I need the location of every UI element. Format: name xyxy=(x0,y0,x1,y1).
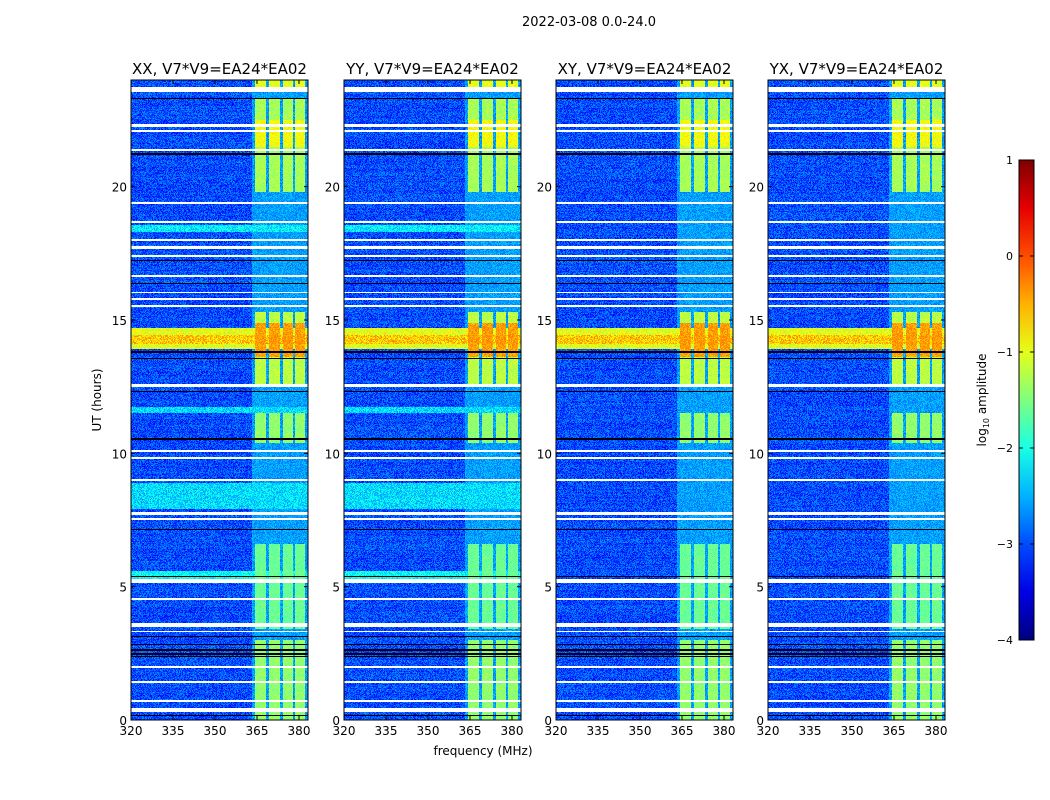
axes-frame xyxy=(343,79,522,721)
x-tick-label: 320 xyxy=(757,724,780,738)
y-tick-label: 20 xyxy=(537,181,552,195)
x-tick-label: 320 xyxy=(545,724,568,738)
y-tick-label: 15 xyxy=(112,314,127,328)
y-tick-label: 15 xyxy=(537,314,552,328)
panel-title: XY, V7*V9=EA24*EA02 xyxy=(558,60,732,78)
y-axis-label: UT (hours) xyxy=(90,368,104,431)
x-tick-label: 380 xyxy=(925,724,948,738)
y-tick-label: 5 xyxy=(756,581,764,595)
waterfall-heatmap-xx xyxy=(131,80,308,720)
colorbar-tick-label: −2 xyxy=(997,442,1013,455)
x-tick-label: 335 xyxy=(799,724,822,738)
figure-title: 2022-03-08 0.0-24.0 xyxy=(522,15,656,30)
colorbar-tick-label: 0 xyxy=(1006,250,1013,263)
colorbar-tick-label: −3 xyxy=(997,538,1013,551)
x-tick-label: 380 xyxy=(713,724,736,738)
axes-frame xyxy=(555,79,734,721)
waterfall-heatmap-yx xyxy=(768,80,945,720)
x-tick-label: 365 xyxy=(459,724,482,738)
x-tick-label: 350 xyxy=(629,724,652,738)
colorbar-label: log10 amplitude xyxy=(975,354,991,447)
x-tick-label: 380 xyxy=(288,724,311,738)
waterfall-heatmap-xy xyxy=(556,80,733,720)
y-tick-label: 10 xyxy=(112,447,127,461)
x-tick-label: 335 xyxy=(375,724,398,738)
y-tick-label: 20 xyxy=(112,181,127,195)
x-tick-label: 350 xyxy=(841,724,864,738)
y-tick-label: 5 xyxy=(332,581,340,595)
panel-title: YX, V7*V9=EA24*EA02 xyxy=(769,60,944,78)
x-tick-label: 320 xyxy=(333,724,356,738)
panel-1: XX, V7*V9=EA24*EA02 320 335 350 365 380 0 5 10 15… xyxy=(112,60,311,738)
panel-title: XX, V7*V9=EA24*EA02 xyxy=(132,60,307,78)
y-tick-label: 20 xyxy=(749,181,764,195)
panel-4: YX, V7*V9=EA24*EA02 320 335 350 365 380 0 5 10 15… xyxy=(749,60,948,738)
y-tick-label: 10 xyxy=(325,447,340,461)
x-tick-label: 350 xyxy=(204,724,227,738)
y-tick-label: 5 xyxy=(119,581,127,595)
colorbar-tick-label: −1 xyxy=(997,346,1013,359)
axes-frame xyxy=(130,79,309,721)
x-tick-label: 350 xyxy=(417,724,440,738)
x-tick-label: 365 xyxy=(671,724,694,738)
x-axis-label: frequency (MHz) xyxy=(433,744,532,758)
x-tick-label: 335 xyxy=(162,724,185,738)
x-tick-label: 365 xyxy=(883,724,906,738)
x-tick-label: 320 xyxy=(120,724,143,738)
colorbar-gradient xyxy=(1018,159,1035,641)
y-tick-label: 0 xyxy=(119,714,127,728)
panel-3: XY, V7*V9=EA24*EA02 320 335 350 365 380 0 5 10 15… xyxy=(537,60,736,738)
panel-2: YY, V7*V9=EA24*EA02 320 335 350 365 380 0 5 10 15… xyxy=(325,60,524,738)
colorbar-tick-label: −4 xyxy=(997,634,1013,647)
waterfall-heatmap-yy xyxy=(344,80,521,720)
x-tick-label: 380 xyxy=(501,724,524,738)
y-tick-label: 15 xyxy=(749,314,764,328)
panel-title: YY, V7*V9=EA24*EA02 xyxy=(345,60,519,78)
colorbar: 1 0 −1 −2 −3 −4 xyxy=(997,154,1035,647)
y-tick-label: 0 xyxy=(544,714,552,728)
x-tick-label: 365 xyxy=(246,724,269,738)
y-tick-label: 20 xyxy=(325,181,340,195)
y-tick-label: 0 xyxy=(332,714,340,728)
axes-frame xyxy=(767,79,946,721)
y-tick-label: 5 xyxy=(544,581,552,595)
y-tick-label: 10 xyxy=(537,447,552,461)
y-tick-label: 15 xyxy=(325,314,340,328)
x-tick-label: 335 xyxy=(587,724,610,738)
y-tick-label: 0 xyxy=(756,714,764,728)
colorbar-tick-label: 1 xyxy=(1006,154,1013,167)
y-tick-label: 10 xyxy=(749,447,764,461)
